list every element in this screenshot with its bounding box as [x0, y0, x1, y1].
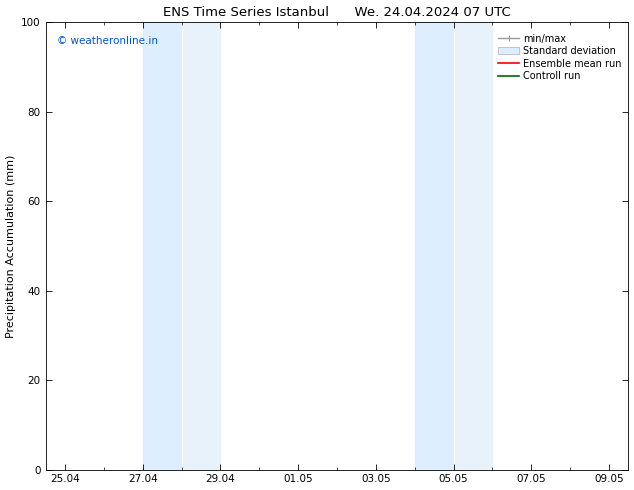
Bar — [453, 23, 493, 469]
Bar — [143, 23, 181, 469]
Bar — [181, 23, 221, 469]
Y-axis label: Precipitation Accumulation (mm): Precipitation Accumulation (mm) — [6, 154, 16, 338]
Legend: min/max, Standard deviation, Ensemble mean run, Controll run: min/max, Standard deviation, Ensemble me… — [496, 32, 624, 83]
Title: ENS Time Series Istanbul      We. 24.04.2024 07 UTC: ENS Time Series Istanbul We. 24.04.2024 … — [163, 5, 511, 19]
Bar — [415, 23, 453, 469]
Text: © weatheronline.in: © weatheronline.in — [57, 36, 158, 46]
